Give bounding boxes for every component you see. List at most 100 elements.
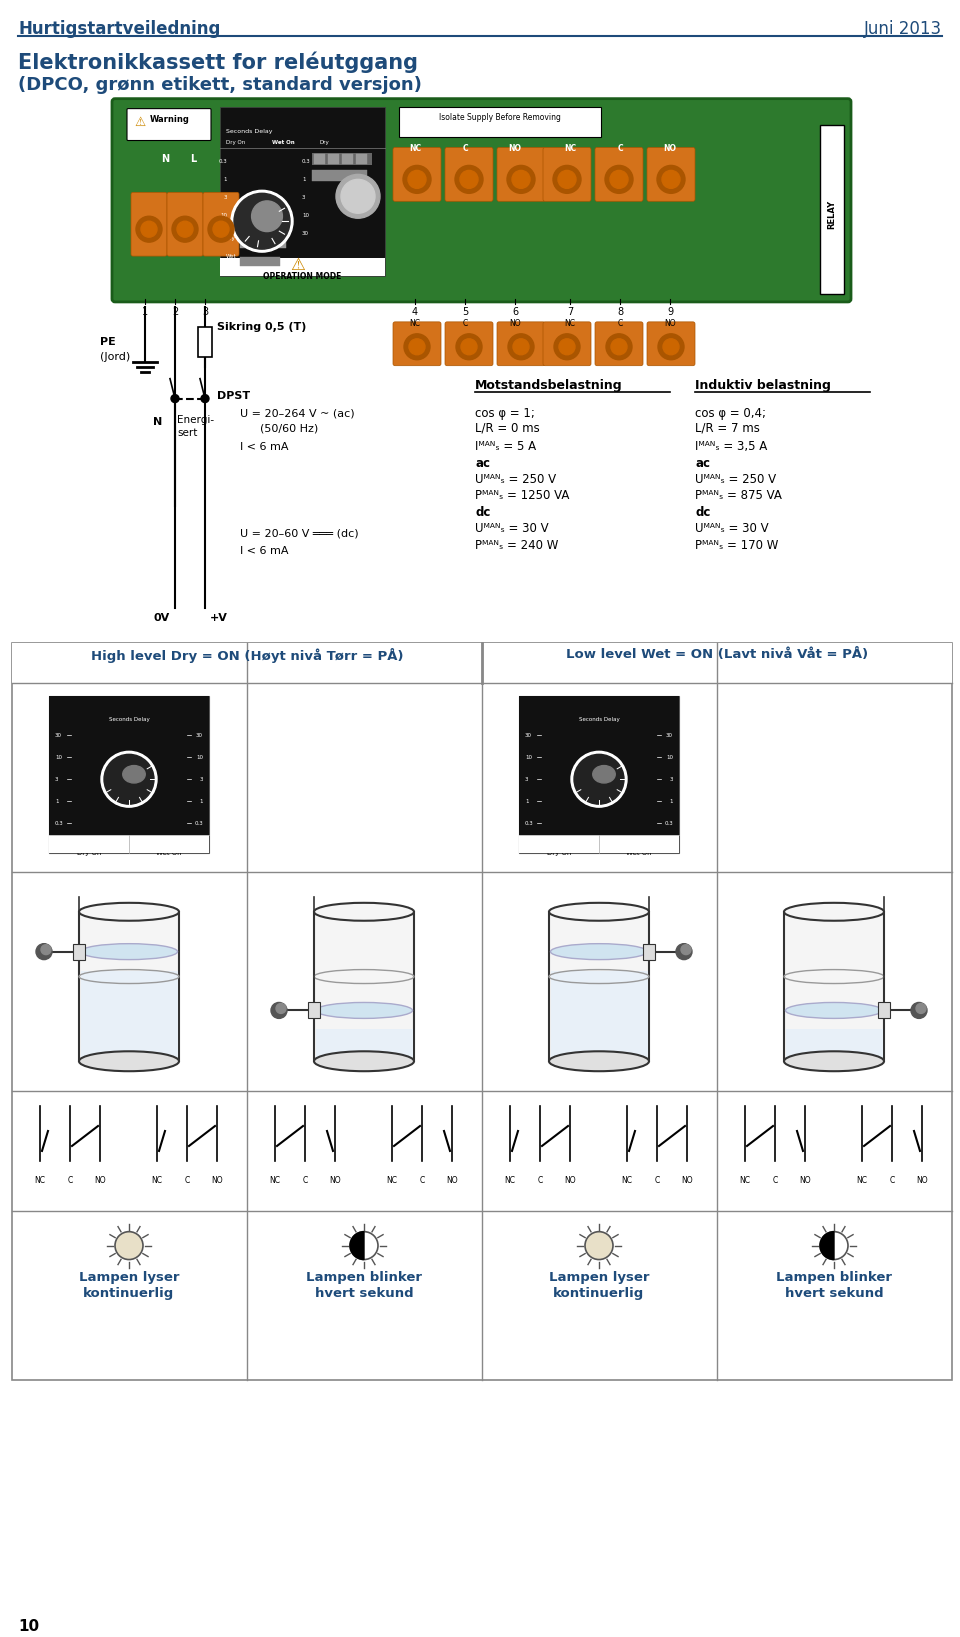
Text: 0.3: 0.3: [525, 820, 534, 825]
Text: NO: NO: [799, 1175, 811, 1185]
Circle shape: [141, 221, 157, 237]
Bar: [49, 696, 209, 853]
Circle shape: [36, 943, 52, 959]
Text: NC: NC: [621, 1175, 633, 1185]
Text: U = 20–264 V ~ (ac): U = 20–264 V ~ (ac): [240, 409, 354, 419]
Circle shape: [513, 339, 529, 355]
Bar: [550, 971, 647, 1061]
Text: Low level Wet = ON (Lavt nivå Våt = PÅ): Low level Wet = ON (Lavt nivå Våt = PÅ): [566, 648, 868, 661]
Text: (Jord): (Jord): [100, 352, 131, 362]
Text: NC: NC: [387, 1175, 397, 1185]
Text: Pᴹᴬᴺₛ = 240 W: Pᴹᴬᴺₛ = 240 W: [475, 539, 559, 552]
Circle shape: [605, 165, 633, 193]
Text: 10: 10: [302, 213, 309, 218]
Text: C: C: [462, 144, 468, 154]
Circle shape: [208, 216, 234, 242]
Circle shape: [171, 395, 179, 403]
Text: NO: NO: [682, 1175, 693, 1185]
Bar: [314, 154, 325, 164]
Text: C: C: [184, 1175, 190, 1185]
Ellipse shape: [550, 943, 647, 959]
FancyBboxPatch shape: [399, 106, 601, 136]
Circle shape: [662, 170, 680, 188]
Text: Lampen lyser
kontinuerlig: Lampen lyser kontinuerlig: [79, 1270, 180, 1300]
Circle shape: [455, 165, 483, 193]
Text: Wet On: Wet On: [272, 139, 295, 144]
FancyBboxPatch shape: [167, 192, 203, 255]
Text: 7: 7: [566, 306, 573, 318]
Circle shape: [104, 755, 154, 804]
Circle shape: [201, 395, 209, 403]
FancyBboxPatch shape: [393, 322, 441, 365]
Text: NO: NO: [509, 319, 521, 327]
Text: L: L: [190, 154, 196, 164]
Circle shape: [177, 221, 193, 237]
Circle shape: [234, 193, 290, 249]
Text: 0.3: 0.3: [55, 820, 63, 825]
Text: 0.3: 0.3: [218, 159, 227, 164]
Ellipse shape: [784, 904, 884, 920]
Text: 4: 4: [412, 306, 418, 318]
Circle shape: [585, 1231, 613, 1259]
Text: ac: ac: [475, 457, 490, 470]
Text: NO: NO: [663, 144, 677, 154]
Circle shape: [336, 175, 380, 218]
Bar: [312, 170, 367, 182]
Bar: [356, 154, 367, 164]
Text: 10: 10: [666, 755, 673, 760]
Circle shape: [657, 165, 685, 193]
Text: Elektronikkassett for reléutggang: Elektronikkassett for reléutggang: [18, 52, 418, 74]
Text: 30: 30: [55, 733, 62, 738]
Text: 10: 10: [55, 755, 62, 760]
Text: ⚠: ⚠: [134, 116, 145, 129]
Text: dc: dc: [695, 506, 710, 519]
Text: Sikring 0,5 (T): Sikring 0,5 (T): [217, 322, 306, 332]
Bar: [314, 912, 414, 1061]
Bar: [220, 259, 385, 277]
Text: OPERATION MODE: OPERATION MODE: [263, 272, 342, 282]
Text: C: C: [889, 1175, 895, 1185]
Text: Lampen lyser
kontinuerlig: Lampen lyser kontinuerlig: [549, 1270, 649, 1300]
Text: 6: 6: [512, 306, 518, 318]
FancyBboxPatch shape: [595, 147, 643, 201]
Text: 0.3: 0.3: [194, 820, 203, 825]
Text: Uᴹᴬᴺₛ = 30 V: Uᴹᴬᴺₛ = 30 V: [695, 522, 769, 535]
Bar: [312, 154, 372, 165]
Circle shape: [507, 165, 535, 193]
Text: NO: NO: [564, 1175, 576, 1185]
Text: 3: 3: [302, 195, 305, 200]
Text: Wet On: Wet On: [626, 850, 652, 856]
Bar: [198, 327, 212, 357]
Circle shape: [408, 170, 426, 188]
Circle shape: [276, 1003, 286, 1013]
Text: dc: dc: [475, 506, 491, 519]
Ellipse shape: [79, 904, 179, 920]
Text: NC: NC: [35, 1175, 45, 1185]
Bar: [784, 912, 884, 1061]
Text: Uᴹᴬᴺₛ = 250 V: Uᴹᴬᴺₛ = 250 V: [475, 473, 556, 486]
Circle shape: [574, 755, 624, 804]
Text: Pᴹᴬᴺₛ = 1250 VA: Pᴹᴬᴺₛ = 1250 VA: [475, 489, 569, 503]
Wedge shape: [350, 1231, 364, 1259]
Bar: [519, 835, 679, 853]
Ellipse shape: [592, 766, 615, 782]
Circle shape: [115, 1231, 143, 1259]
Text: RELAY: RELAY: [828, 200, 836, 229]
Text: 3: 3: [200, 776, 203, 782]
Text: 1: 1: [200, 799, 203, 804]
Circle shape: [213, 221, 229, 237]
Circle shape: [252, 201, 282, 231]
Text: C: C: [655, 1175, 660, 1185]
Circle shape: [403, 165, 431, 193]
Bar: [549, 912, 649, 1061]
Text: Lampen blinker
hvert sekund: Lampen blinker hvert sekund: [306, 1270, 422, 1300]
Text: NC: NC: [739, 1175, 751, 1185]
Text: 5: 5: [462, 306, 468, 318]
Circle shape: [350, 1231, 378, 1259]
Bar: [220, 106, 385, 277]
FancyBboxPatch shape: [203, 192, 239, 255]
FancyBboxPatch shape: [445, 322, 493, 365]
Bar: [785, 1030, 882, 1061]
Bar: [519, 696, 679, 835]
Text: 0.3: 0.3: [664, 820, 673, 825]
